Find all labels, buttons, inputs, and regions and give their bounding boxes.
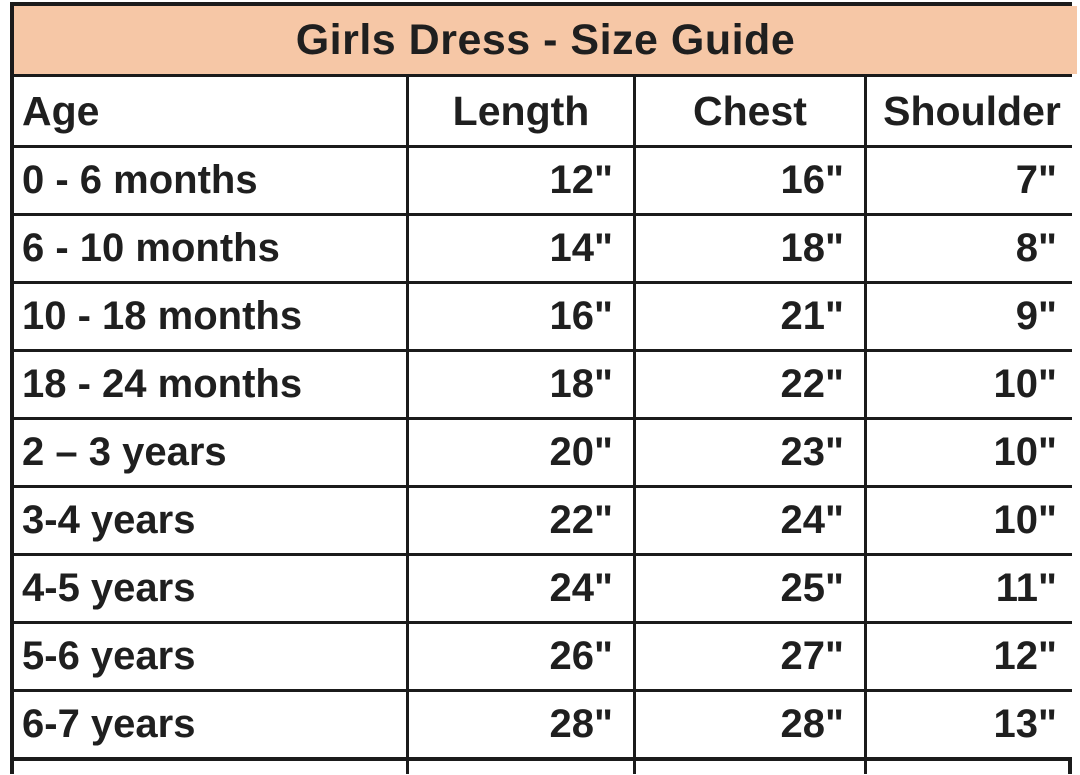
table-cell-length: 18" [409, 352, 633, 417]
table-cell-chest: 27" [636, 624, 864, 689]
table-cell-chest: 25" [636, 556, 864, 621]
table-cell-age: 5-6 years [14, 624, 406, 689]
border-stub [633, 761, 636, 774]
table-cell-shoulder: 10" [867, 352, 1077, 417]
table-cell-shoulder: 12" [867, 624, 1077, 689]
table-cell-chest: 23" [636, 420, 864, 485]
column-header-length: Length [409, 77, 633, 145]
table-cell-shoulder: 9" [867, 284, 1077, 349]
column-header-chest: Chest [636, 77, 864, 145]
table-cell-length: 26" [409, 624, 633, 689]
table-cell-age: 18 - 24 months [14, 352, 406, 417]
table-cell-age: 2 – 3 years [14, 420, 406, 485]
border-stub [406, 761, 409, 774]
table-cell-chest: 18" [636, 216, 864, 281]
table-cell-shoulder: 13" [867, 692, 1077, 757]
table-cell-length: 14" [409, 216, 633, 281]
table-cell-shoulder: 11" [867, 556, 1077, 621]
column-header-shoulder: Shoulder [867, 77, 1077, 145]
table-cell-chest: 21" [636, 284, 864, 349]
table-cell-chest: 22" [636, 352, 864, 417]
table-cell-age: 6-7 years [14, 692, 406, 757]
table-cell-chest: 28" [636, 692, 864, 757]
table-cell-shoulder: 10" [867, 488, 1077, 553]
table-cell-length: 24" [409, 556, 633, 621]
table-cell-shoulder: 7" [867, 148, 1077, 213]
table-cell-length: 16" [409, 284, 633, 349]
size-guide-table: Girls Dress - Size Guide Age Length Ches… [10, 2, 1077, 761]
table-cell-age: 6 - 10 months [14, 216, 406, 281]
table-cell-length: 22" [409, 488, 633, 553]
border-stub [10, 761, 14, 774]
table-cell-age: 4-5 years [14, 556, 406, 621]
border-stub [864, 761, 867, 774]
table-cell-length: 20" [409, 420, 633, 485]
table-cell-age: 0 - 6 months [14, 148, 406, 213]
table-title: Girls Dress - Size Guide [14, 6, 1077, 74]
table-cell-age: 3-4 years [14, 488, 406, 553]
table-cell-chest: 24" [636, 488, 864, 553]
border-stub [1068, 761, 1072, 774]
column-header-age: Age [14, 77, 406, 145]
table-cell-shoulder: 10" [867, 420, 1077, 485]
table-cell-chest: 16" [636, 148, 864, 213]
table-cell-shoulder: 8" [867, 216, 1077, 281]
table-cell-length: 28" [409, 692, 633, 757]
table-cell-length: 12" [409, 148, 633, 213]
table-cell-age: 10 - 18 months [14, 284, 406, 349]
